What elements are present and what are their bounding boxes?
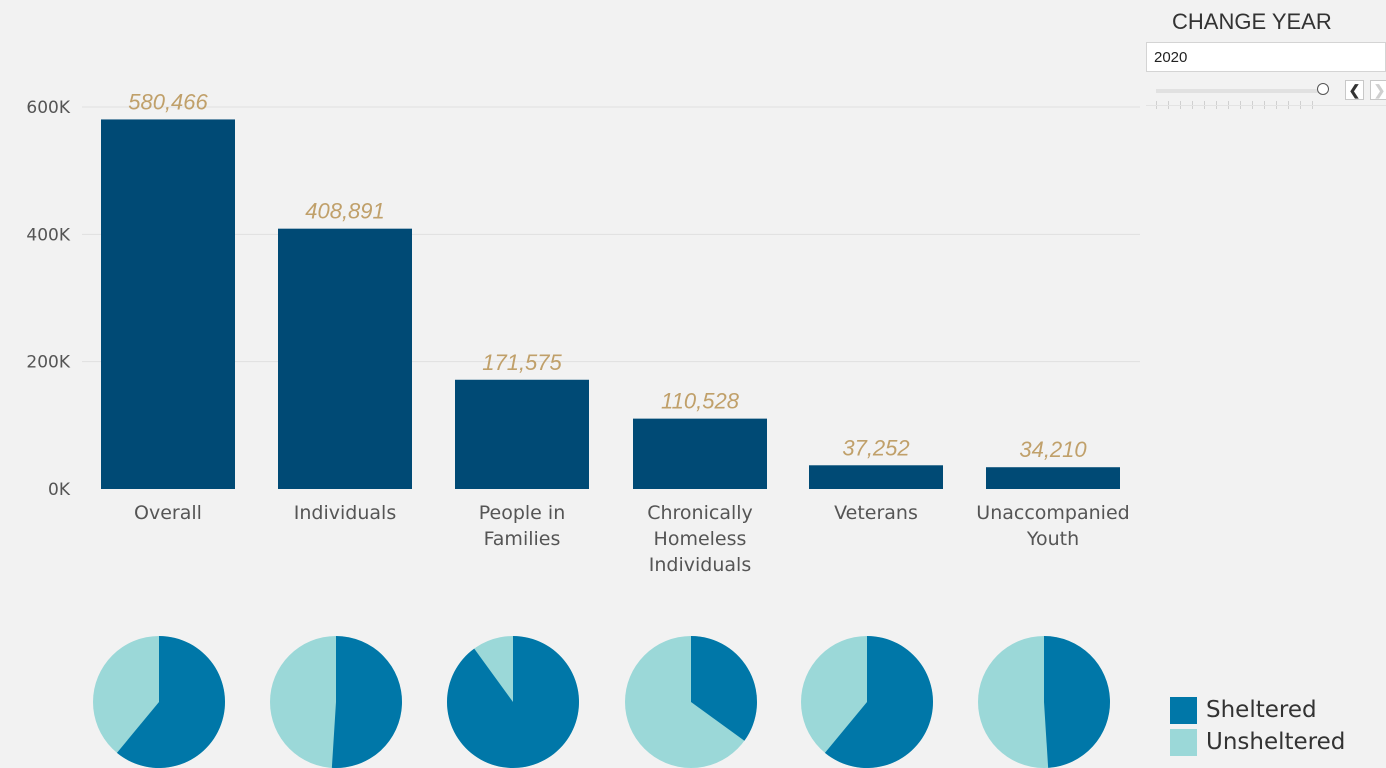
next-year-button[interactable]: ❯ <box>1370 80 1386 100</box>
pie-slice-sheltered[interactable] <box>116 636 225 768</box>
year-slider-track[interactable] <box>1156 89 1322 93</box>
year-slider-thumb[interactable] <box>1317 83 1329 95</box>
legend-item-unsheltered[interactable]: Unsheltered <box>1170 726 1345 758</box>
y-tick-label: 400K <box>26 225 70 245</box>
y-tick-label: 0K <box>48 480 71 500</box>
year-filter-title: CHANGE YEAR <box>1172 9 1332 34</box>
pie-slice-sheltered[interactable] <box>691 636 758 741</box>
pie-slice-sheltered[interactable] <box>331 636 402 768</box>
unsheltered-swatch <box>1170 728 1197 756</box>
legend-label-sheltered: Sheltered <box>1206 697 1317 723</box>
pie-legend: Sheltered Unsheltered <box>1170 694 1345 758</box>
category-label: Chronically Homeless Individuals <box>647 502 753 576</box>
chevron-left-icon: ❮ <box>1348 81 1361 98</box>
year-select[interactable]: 2020 <box>1146 42 1386 72</box>
data-label: 171,575 <box>482 350 562 375</box>
legend-item-sheltered[interactable]: Sheltered <box>1170 694 1345 726</box>
sheltered-swatch <box>1170 696 1197 724</box>
category-label: Unaccompanied Youth <box>976 502 1129 550</box>
data-label: 34,210 <box>1019 437 1087 462</box>
bar[interactable] <box>455 379 589 489</box>
bar[interactable] <box>278 228 412 489</box>
pie-slice-sheltered[interactable] <box>447 636 579 768</box>
legend-label-unsheltered: Unsheltered <box>1206 729 1346 755</box>
chevron-right-icon: ❯ <box>1373 81 1386 98</box>
data-label: 37,252 <box>842 435 909 460</box>
category-label: Overall <box>134 502 202 524</box>
bar[interactable] <box>101 119 235 489</box>
previous-year-button[interactable]: ❮ <box>1345 80 1364 100</box>
bar[interactable] <box>633 418 767 489</box>
data-label: 580,466 <box>128 89 208 114</box>
category-label: People in Families <box>479 502 565 550</box>
pie-slice-sheltered[interactable] <box>1044 636 1111 768</box>
data-label: 110,528 <box>661 389 740 414</box>
bar[interactable] <box>809 465 943 489</box>
category-label: Individuals <box>294 502 396 524</box>
y-tick-label: 600K <box>26 98 70 118</box>
pie-slice-sheltered[interactable] <box>824 636 933 768</box>
filter-divider <box>1146 105 1386 106</box>
y-tick-label: 200K <box>26 353 70 373</box>
bar[interactable] <box>986 467 1120 489</box>
category-label: Veterans <box>834 502 918 524</box>
data-label: 408,891 <box>305 199 385 224</box>
